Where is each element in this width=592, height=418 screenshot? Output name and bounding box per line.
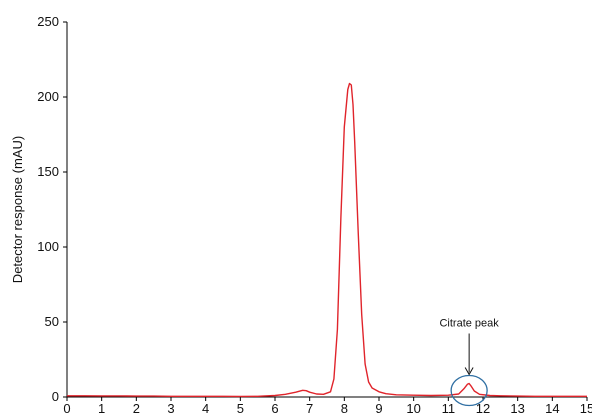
x-tick-label: 12 — [476, 401, 490, 416]
citrate-peak-circle — [450, 374, 488, 407]
x-tick-label: 4 — [202, 401, 209, 416]
x-tick-label: 5 — [237, 401, 244, 416]
y-tick-label: 0 — [52, 389, 59, 404]
citrate-peak-label: Citrate peak — [439, 318, 499, 330]
chromatogram-line — [67, 82, 587, 398]
y-tick-label: 150 — [37, 164, 59, 179]
y-tick-label: 50 — [45, 314, 59, 329]
x-tick-label: 0 — [63, 401, 70, 416]
x-tick-label: 11 — [442, 401, 456, 416]
x-tick-label: 15 — [580, 401, 592, 416]
x-tick-label: 7 — [306, 401, 313, 416]
y-axis-title: Detector response (mAU) — [10, 136, 25, 283]
x-tick-label: 9 — [375, 401, 382, 416]
y-tick-label: 100 — [37, 239, 59, 254]
x-tick-label: 1 — [98, 401, 105, 416]
x-tick-label: 6 — [271, 401, 278, 416]
x-tick-label: 10 — [406, 401, 420, 416]
x-tick-label: 3 — [167, 401, 174, 416]
y-tick-label: 200 — [37, 89, 59, 104]
x-tick-label: 14 — [545, 401, 559, 416]
x-tick-label: 8 — [341, 401, 348, 416]
x-tick-label: 2 — [133, 401, 140, 416]
annotation-arrow-head — [464, 367, 474, 376]
y-tick-label: 250 — [37, 14, 59, 29]
x-tick-label: 13 — [510, 401, 524, 416]
